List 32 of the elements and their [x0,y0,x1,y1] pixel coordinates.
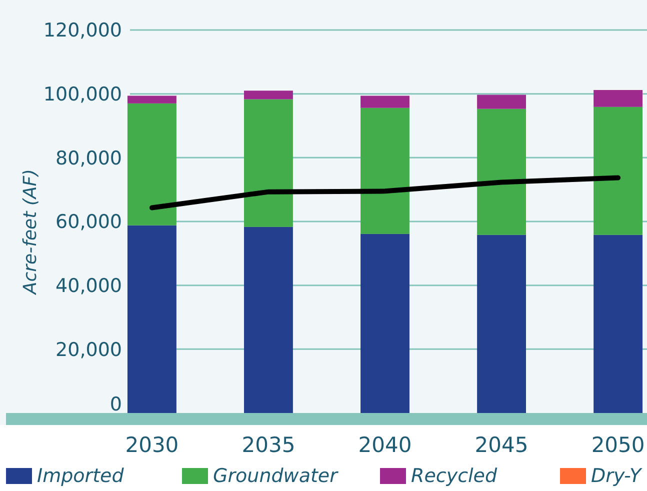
y-tick-label: 120,000 [43,20,122,42]
bar [244,99,293,227]
y-tick-label: 60,000 [56,211,122,234]
x-tick-label: 2045 [474,433,528,457]
bar [244,90,293,100]
bar [594,234,643,413]
bar [477,234,526,413]
y-tick-label: 80,000 [56,147,122,170]
bar [127,103,176,226]
legend-label: Recycled [411,465,498,487]
x-tick-label: 2035 [242,433,296,457]
y-tick-label: 20,000 [56,338,122,361]
legend-label: Dry-Y [591,465,642,487]
x-tick-label: 2030 [125,433,179,457]
bar [477,108,526,235]
legend-label: Imported [37,465,125,487]
bar [127,96,176,104]
bar [594,106,643,235]
legend-label: Groundwater [213,465,339,487]
bar [360,108,410,234]
bar [360,234,410,413]
y-tick-label: 100,000 [43,83,122,106]
bar [360,96,410,108]
bar [244,226,293,413]
bar [477,94,526,109]
bar [127,225,176,413]
x-tick-label: 2050 [591,433,645,457]
bar [594,90,643,107]
y-tick-label: 40,000 [56,274,122,297]
x-tick-label: 2040 [358,433,412,457]
y-axis-title: Acre-feet (AF) [20,168,41,296]
y-tick-label: 0 [110,394,122,416]
